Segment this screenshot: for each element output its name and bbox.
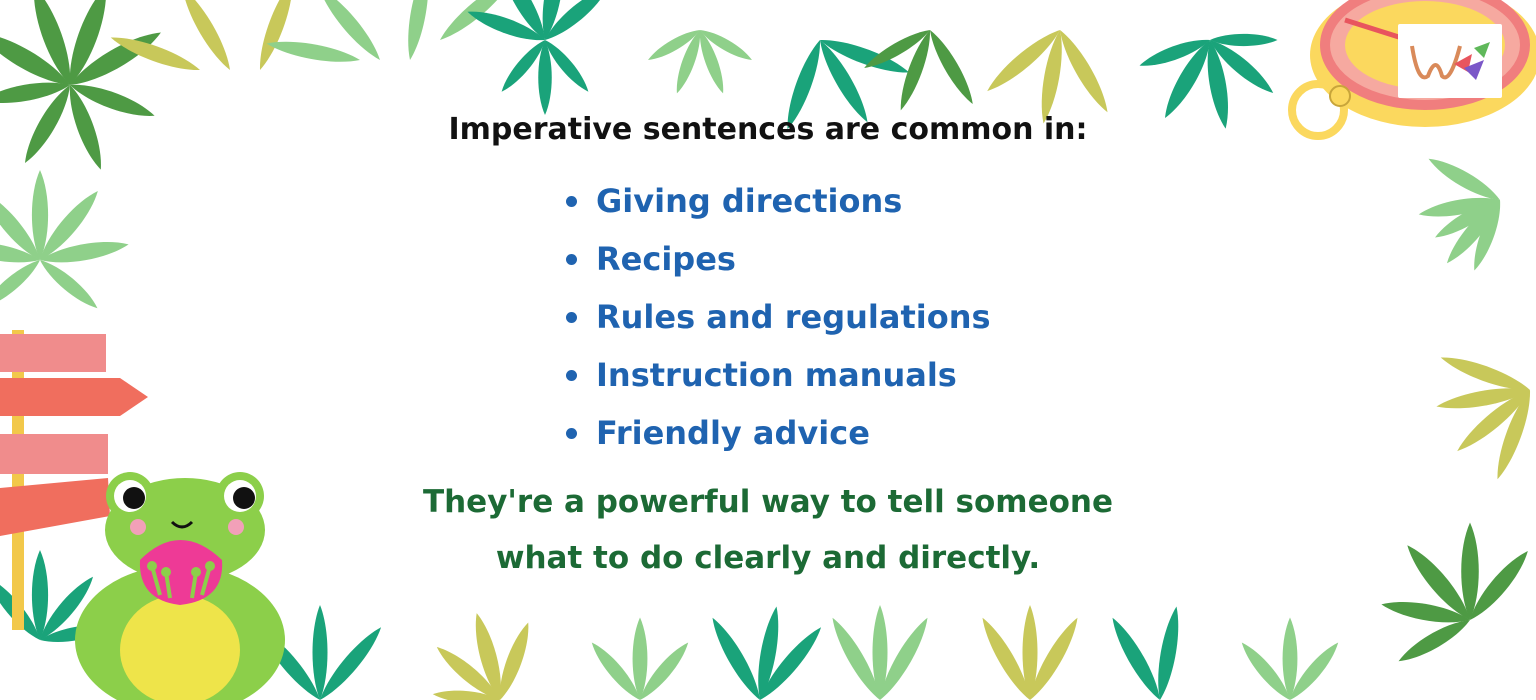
use-case-list: Giving directions Recipes Rules and regu… <box>566 176 991 466</box>
list-item-label: Recipes <box>596 240 736 278</box>
bullet-dot-icon <box>566 428 577 439</box>
closing-line-1: They're a powerful way to tell someone <box>422 484 1114 520</box>
list-item-label: Instruction manuals <box>596 356 957 394</box>
closing-line-2: what to do clearly and directly. <box>495 540 1041 576</box>
list-item: Instruction manuals <box>566 350 991 408</box>
list-item: Recipes <box>566 234 991 292</box>
list-item-label: Rules and regulations <box>596 298 991 336</box>
list-item-label: Friendly advice <box>596 414 870 452</box>
closing-statement: They're a powerful way to tell someone w… <box>0 474 1536 586</box>
bullet-dot-icon <box>566 312 577 323</box>
bullet-dot-icon <box>566 370 577 381</box>
list-item: Rules and regulations <box>566 292 991 350</box>
slide-heading: Imperative sentences are common in: <box>448 112 1088 147</box>
w-brand-logo-icon <box>1398 24 1502 98</box>
list-item: Giving directions <box>566 176 991 234</box>
bullet-dot-icon <box>566 196 577 207</box>
signpost-icon <box>0 330 148 630</box>
list-item: Friendly advice <box>566 408 991 466</box>
frog-icon <box>75 472 285 700</box>
list-item-label: Giving directions <box>596 182 903 220</box>
bullet-dot-icon <box>566 254 577 265</box>
